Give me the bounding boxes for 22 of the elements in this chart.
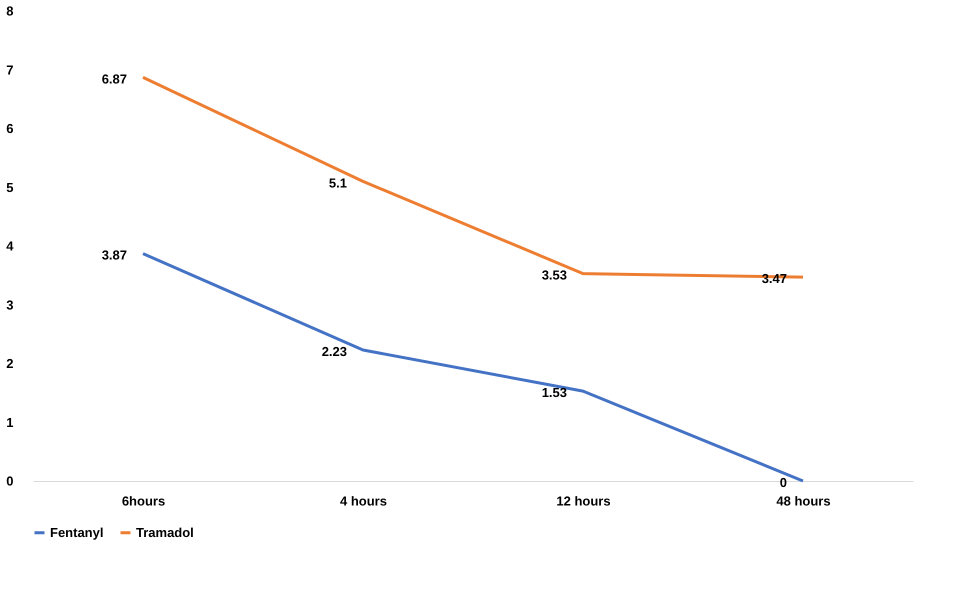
legend-label: Tramadol [136,524,194,540]
y-tick-label: 4 [6,238,14,254]
data-label: 3.87 [102,248,127,263]
y-tick-label: 3 [6,297,14,312]
y-tick-label: 8 [6,4,14,18]
y-tick-label: 7 [6,62,14,78]
data-label: 6.87 [102,71,127,86]
y-tick-label: 2 [6,356,14,371]
legend-label: Fentanyl [50,524,104,540]
x-tick-label: 6hours [122,494,166,508]
data-label: 1.53 [542,385,567,400]
y-tick-label: 1 [6,414,14,430]
data-label: 3.53 [542,268,567,283]
y-tick-label: 6 [6,121,14,136]
data-label: 0 [780,475,787,490]
y-tick-label: 0 [6,474,14,488]
data-label: 5.1 [328,175,347,190]
x-tick-label: 48 hours [776,494,831,508]
x-tick-label: 12 hours [556,494,611,508]
data-label: 2.23 [322,344,347,359]
x-tick-label: 4 hours [340,494,387,508]
y-tick-label: 5 [6,180,14,195]
